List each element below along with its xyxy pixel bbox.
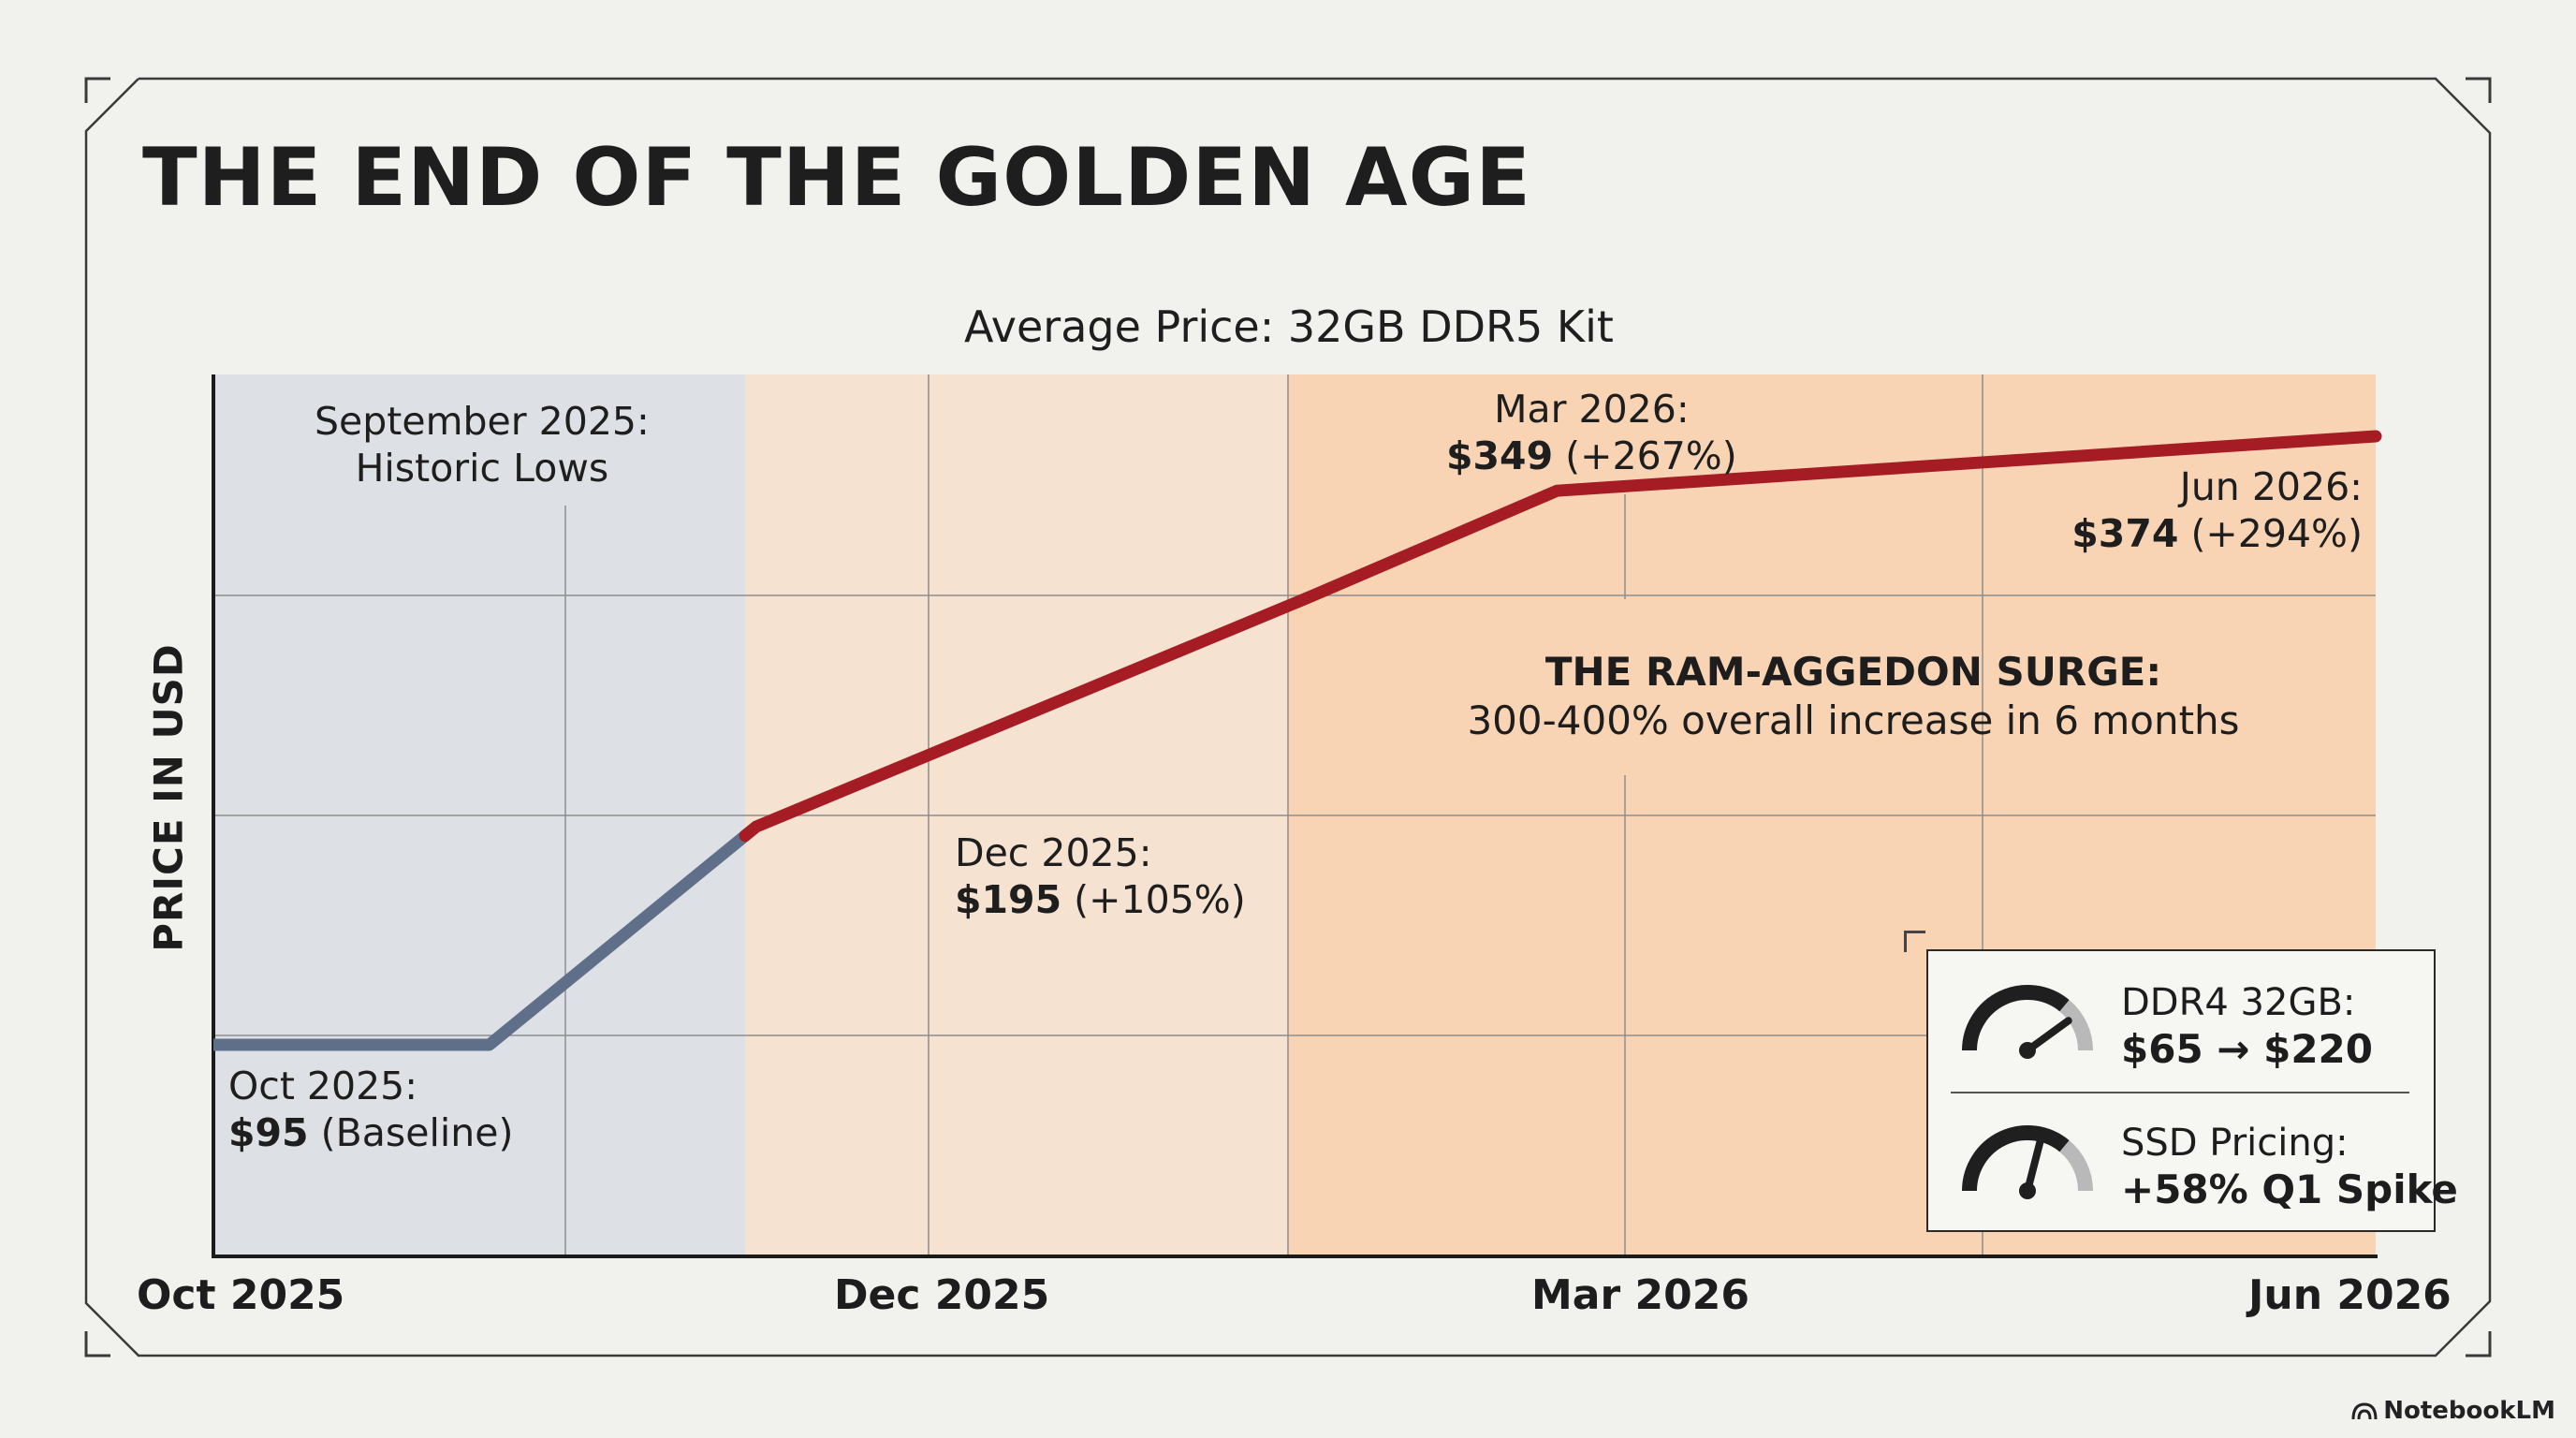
series-line-baseline bbox=[213, 830, 750, 1051]
gauge-arc-dark bbox=[1962, 1125, 2070, 1192]
data-label-date: Dec 2025: bbox=[955, 830, 1152, 875]
brand-name: NotebookLM bbox=[2383, 1397, 2555, 1425]
stat-ssd: SSD Pricing: +58% Q1 Spike bbox=[1928, 1092, 2458, 1230]
x-tick-label: Jun 2026 bbox=[2248, 1271, 2452, 1319]
stat-value: $65 → $220 bbox=[2121, 1026, 2374, 1072]
card-corner-mark bbox=[1904, 931, 1925, 952]
region-label-historic: September 2025: Historic Lows bbox=[315, 398, 650, 492]
data-label-value: $195 bbox=[955, 877, 1062, 922]
gauge-needle bbox=[2024, 1137, 2044, 1195]
region-label-line: Historic Lows bbox=[355, 446, 609, 491]
page-title: THE END OF THE GOLDEN AGE bbox=[142, 131, 1531, 225]
data-label-jun: Jun 2026: $374 (+294%) bbox=[2071, 463, 2363, 557]
series-line-surge bbox=[739, 430, 2382, 843]
x-tick-label: Dec 2025 bbox=[834, 1271, 1050, 1319]
stat-label: SSD Pricing: bbox=[2121, 1122, 2349, 1165]
x-tick-label: Mar 2026 bbox=[1531, 1271, 1749, 1319]
notebooklm-logo-icon bbox=[2351, 1402, 2378, 1420]
surge-description: 300-400% overall increase in 6 months bbox=[1467, 697, 2240, 743]
data-label-detail: (+294%) bbox=[2190, 511, 2363, 556]
data-label-detail: (Baseline) bbox=[320, 1110, 514, 1155]
data-label-date: Jun 2026: bbox=[2179, 464, 2363, 509]
gauge-needle bbox=[2024, 1017, 2072, 1054]
stat-label: DDR4 32GB: bbox=[2121, 981, 2356, 1024]
data-label-date: Mar 2026: bbox=[1494, 387, 1690, 432]
data-label-detail: (+105%) bbox=[1074, 877, 1246, 922]
data-label-dec: Dec 2025: $195 (+105%) bbox=[955, 829, 1246, 923]
data-label-value: $374 bbox=[2071, 511, 2179, 556]
gauge-arc-light bbox=[2059, 1140, 2093, 1192]
gauge-hub bbox=[2019, 1042, 2036, 1059]
surge-callout: THE RAM-AGGEDON SURGE: 300-400% overall … bbox=[1467, 648, 2239, 745]
gauge-icon bbox=[1962, 985, 2093, 1059]
data-label-value: $349 bbox=[1446, 433, 1554, 478]
gauge-arc-dark bbox=[1962, 985, 2070, 1051]
brand-watermark: NotebookLM bbox=[2351, 1397, 2555, 1425]
stat-value: +58% Q1 Spike bbox=[2121, 1167, 2458, 1212]
chart-title: Average Price: 32GB DDR5 Kit bbox=[964, 301, 1614, 352]
data-label-baseline: Oct 2025: $95 (Baseline) bbox=[228, 1063, 513, 1156]
data-label-detail: (+267%) bbox=[1565, 433, 1737, 478]
gauge-hub bbox=[2019, 1182, 2036, 1199]
region-label-line: September 2025: bbox=[315, 399, 650, 444]
data-label-value: $95 bbox=[228, 1110, 309, 1155]
stats-card: DDR4 32GB: $65 → $220 SSD Pricing: +58% … bbox=[1926, 949, 2458, 1232]
data-label-date: Oct 2025: bbox=[228, 1064, 418, 1108]
data-label-mar: Mar 2026: $349 (+267%) bbox=[1446, 386, 1737, 479]
card-divider bbox=[1951, 1092, 2409, 1093]
gauge-icon bbox=[1962, 1125, 2093, 1199]
gauge-arc-light bbox=[2059, 1000, 2093, 1051]
surge-title: THE RAM-AGGEDON SURGE: bbox=[1544, 649, 2162, 695]
x-tick-label: Oct 2025 bbox=[137, 1271, 345, 1319]
stat-ddr4: DDR4 32GB: $65 → $220 bbox=[1928, 951, 2434, 1090]
